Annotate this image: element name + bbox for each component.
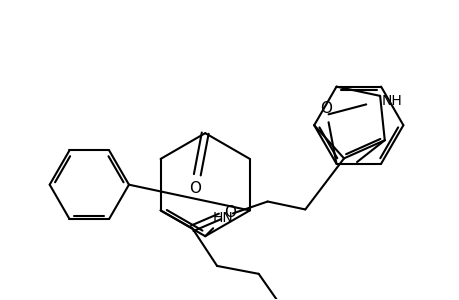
Text: O: O (224, 205, 235, 220)
Text: O: O (320, 101, 332, 116)
Text: HN: HN (212, 212, 233, 225)
Text: NH: NH (381, 94, 402, 108)
Text: O: O (189, 181, 201, 196)
